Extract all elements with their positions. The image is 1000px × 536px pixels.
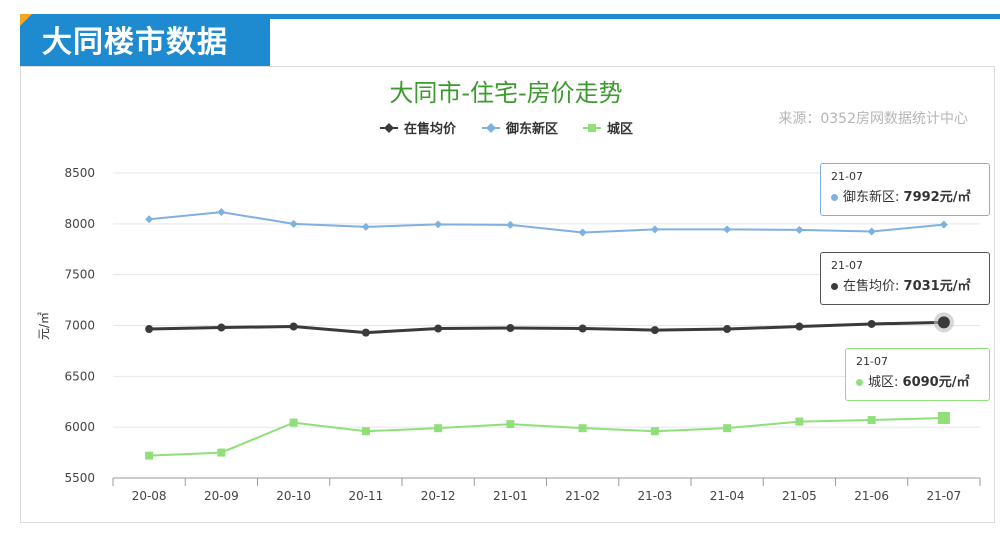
tooltip-label: 城区: bbox=[868, 375, 899, 390]
data-point bbox=[650, 427, 659, 436]
data-point bbox=[506, 420, 515, 429]
corner-accent bbox=[20, 14, 32, 26]
x-tick-label: 20-09 bbox=[204, 489, 239, 503]
data-point bbox=[289, 219, 298, 228]
tooltip-value: 6090元/㎡ bbox=[902, 375, 970, 390]
chart-legend: 在售均价 御东新区 城区 bbox=[380, 121, 633, 137]
y-axis-label: 元/㎡ bbox=[37, 312, 51, 340]
series-dot-icon bbox=[856, 379, 863, 386]
series-0 bbox=[145, 312, 954, 337]
data-point bbox=[867, 319, 876, 328]
data-point bbox=[217, 208, 226, 217]
tooltip-label: 御东新区: bbox=[843, 190, 900, 205]
series-line bbox=[149, 417, 944, 457]
data-point bbox=[937, 316, 950, 329]
data-point bbox=[361, 328, 370, 337]
legend-marker bbox=[384, 123, 394, 133]
tooltip-average: 21-07 在售均价: 7031元/㎡ bbox=[820, 252, 990, 305]
tooltip-date: 21-07 bbox=[831, 170, 863, 183]
legend-marker bbox=[588, 124, 596, 132]
data-point bbox=[434, 220, 443, 229]
data-point bbox=[867, 227, 876, 236]
x-tick-label: 21-04 bbox=[710, 489, 745, 503]
data-point bbox=[145, 215, 154, 224]
x-tick-label: 20-11 bbox=[348, 489, 383, 503]
data-point bbox=[217, 448, 226, 457]
data-point bbox=[578, 228, 587, 237]
x-tick-label: 20-08 bbox=[132, 489, 167, 503]
y-tick-label: 6000 bbox=[64, 420, 95, 434]
data-point bbox=[361, 222, 370, 231]
x-tick-label: 21-03 bbox=[637, 489, 672, 503]
data-point bbox=[289, 418, 298, 427]
legend-label: 在售均价 bbox=[404, 121, 457, 137]
data-point bbox=[217, 323, 226, 332]
data-point bbox=[939, 220, 948, 229]
page-title: 大同楼市数据 bbox=[20, 19, 270, 66]
data-point bbox=[650, 225, 659, 234]
data-point bbox=[723, 325, 732, 334]
tooltip-chengqu: 21-07 城区: 6090元/㎡ bbox=[845, 348, 990, 401]
y-tick-label: 7000 bbox=[64, 319, 95, 333]
x-tick-label: 20-12 bbox=[421, 489, 456, 503]
series-layer bbox=[145, 208, 954, 460]
data-point bbox=[578, 324, 587, 333]
data-point bbox=[145, 451, 154, 460]
series-dot-icon bbox=[831, 283, 838, 290]
data-point bbox=[434, 324, 443, 333]
x-tick-label: 21-01 bbox=[493, 489, 528, 503]
x-tick-label: 21-02 bbox=[565, 489, 600, 503]
chart-source: 来源：0352房网数据统计中心 bbox=[778, 111, 968, 127]
x-tick-label: 21-05 bbox=[782, 489, 817, 503]
y-tick-label: 5500 bbox=[64, 471, 95, 485]
series-line bbox=[149, 320, 944, 335]
header-accent-bar bbox=[20, 14, 1000, 19]
data-point bbox=[723, 225, 732, 234]
tooltip-date: 21-07 bbox=[831, 259, 863, 272]
data-point bbox=[506, 324, 515, 333]
legend-label: 城区 bbox=[607, 121, 633, 137]
data-point bbox=[795, 417, 804, 426]
data-point bbox=[434, 424, 443, 433]
series-dot-icon bbox=[831, 194, 838, 201]
data-point bbox=[867, 416, 876, 425]
chart-axes: 20-08 20-09 20-10 20-11 20-12 21-01 21-02 21-03… bbox=[112, 477, 981, 503]
legend-marker bbox=[486, 123, 496, 133]
series-line bbox=[149, 211, 944, 234]
tooltip-date: 21-07 bbox=[856, 355, 888, 368]
x-tick-label: 20-10 bbox=[276, 489, 311, 503]
y-tick-label: 7500 bbox=[64, 268, 95, 282]
tooltip-value: 7031元/㎡ bbox=[903, 279, 971, 294]
x-tick-label: 21-07 bbox=[926, 489, 961, 503]
data-point bbox=[937, 412, 950, 425]
tooltip-label: 在售均价: bbox=[843, 279, 900, 294]
tooltip-yudong: 21-07 御东新区: 7992元/㎡ bbox=[820, 163, 990, 216]
series-1 bbox=[145, 208, 948, 237]
legend-label: 御东新区 bbox=[505, 121, 558, 137]
y-tick-label: 8500 bbox=[64, 166, 95, 180]
chart-title: 大同市-住宅-房价走势 bbox=[389, 79, 622, 107]
data-point bbox=[289, 322, 298, 331]
data-point bbox=[145, 325, 154, 334]
data-point bbox=[795, 322, 804, 331]
y-tick-label: 6500 bbox=[64, 369, 95, 383]
data-point bbox=[361, 427, 370, 436]
x-tick-label: 21-06 bbox=[854, 489, 889, 503]
data-point bbox=[506, 220, 515, 229]
series-2 bbox=[145, 412, 950, 460]
data-point bbox=[578, 424, 587, 433]
data-point bbox=[795, 225, 804, 234]
y-tick-label: 8000 bbox=[64, 217, 95, 231]
data-point bbox=[650, 326, 659, 335]
data-point bbox=[723, 424, 732, 433]
tooltip-value: 7992元/㎡ bbox=[903, 190, 971, 205]
